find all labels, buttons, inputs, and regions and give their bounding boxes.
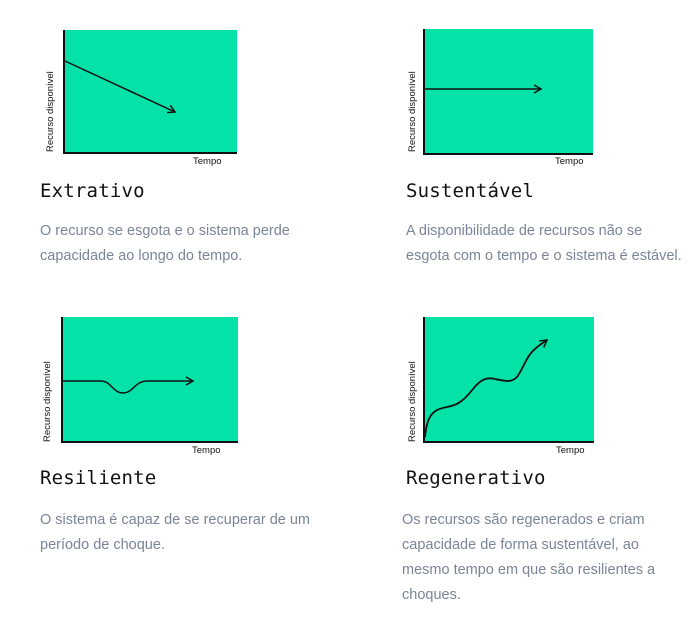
- y-axis-label: Recurso disponível: [407, 71, 418, 152]
- y-axis-label: Recurso disponível: [42, 361, 53, 442]
- y-axis-label: Recurso disponível: [45, 71, 56, 152]
- plot-extrativo: [63, 30, 237, 154]
- title-regenerativo: Regenerativo: [406, 467, 546, 489]
- plot-regenerativo: [423, 317, 594, 443]
- x-axis-label: Tempo: [556, 445, 585, 456]
- title-extrativo: Extrativo: [40, 180, 145, 202]
- x-axis-label: Tempo: [555, 156, 584, 167]
- description-resiliente: O sistema é capaz de se recuperar de um …: [40, 512, 310, 553]
- description-extrativo: O recurso se esgota e o sistema perde ca…: [40, 223, 290, 264]
- curve-resiliente: [63, 376, 195, 394]
- curve-regenerativo: [424, 339, 549, 438]
- title-sustentavel: Sustentável: [406, 180, 535, 202]
- description-sustentavel: A disponibilidade de recursos não se esg…: [406, 223, 682, 264]
- curve-extrativo: [64, 60, 177, 114]
- curve-sustentavel: [425, 84, 543, 94]
- plot-sustentavel: [423, 29, 593, 155]
- y-axis-label: Recurso disponível: [407, 361, 418, 442]
- plot-resiliente: [61, 317, 238, 443]
- x-axis-label: Tempo: [193, 156, 222, 167]
- title-resiliente: Resiliente: [40, 467, 157, 489]
- x-axis-label: Tempo: [192, 445, 221, 456]
- description-regenerativo: Os recursos são regenerados e criam capa…: [402, 512, 656, 603]
